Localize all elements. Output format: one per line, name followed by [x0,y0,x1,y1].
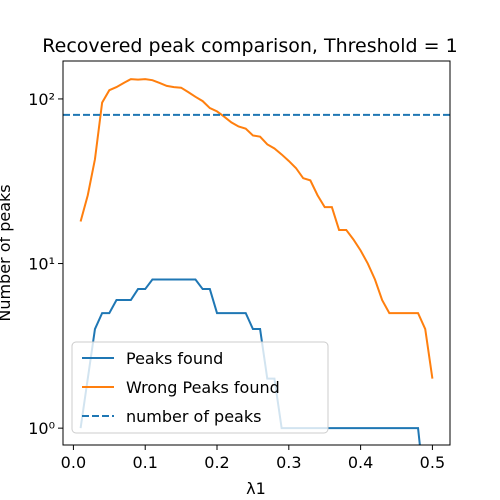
axes-frame [62,60,451,446]
series-line [79,78,434,379]
x-tick-label: 0.4 [348,453,373,472]
x-tick-label: 0.2 [204,453,229,472]
chart-title: Recovered peak comparison, Threshold = 1 [42,35,457,57]
legend-label: Wrong Peaks found [126,378,280,397]
legend-label: number of peaks [126,407,261,426]
y-tick-label: 10⁰ [28,419,55,438]
plot-area [63,78,450,445]
legend-box [71,341,329,434]
x-tick-label: 0.0 [61,453,86,472]
y-tick-label: 10¹ [28,255,55,274]
legend-label: Peaks found [126,349,223,368]
x-tick-label: 0.5 [420,453,445,472]
x-tick-label: 0.1 [132,453,157,472]
x-tick-label: 0.3 [276,453,301,472]
y-axis-label: Number of peaks [0,184,14,321]
x-axis-label: λ1 [246,479,266,498]
overlay: 0.0 0.1 0.2 0.3 0.4 0.5 10⁰ 10¹ 10² Peaks found Wr… [28,60,451,472]
series-line [79,278,421,445]
y-tick-label: 10² [28,90,55,109]
